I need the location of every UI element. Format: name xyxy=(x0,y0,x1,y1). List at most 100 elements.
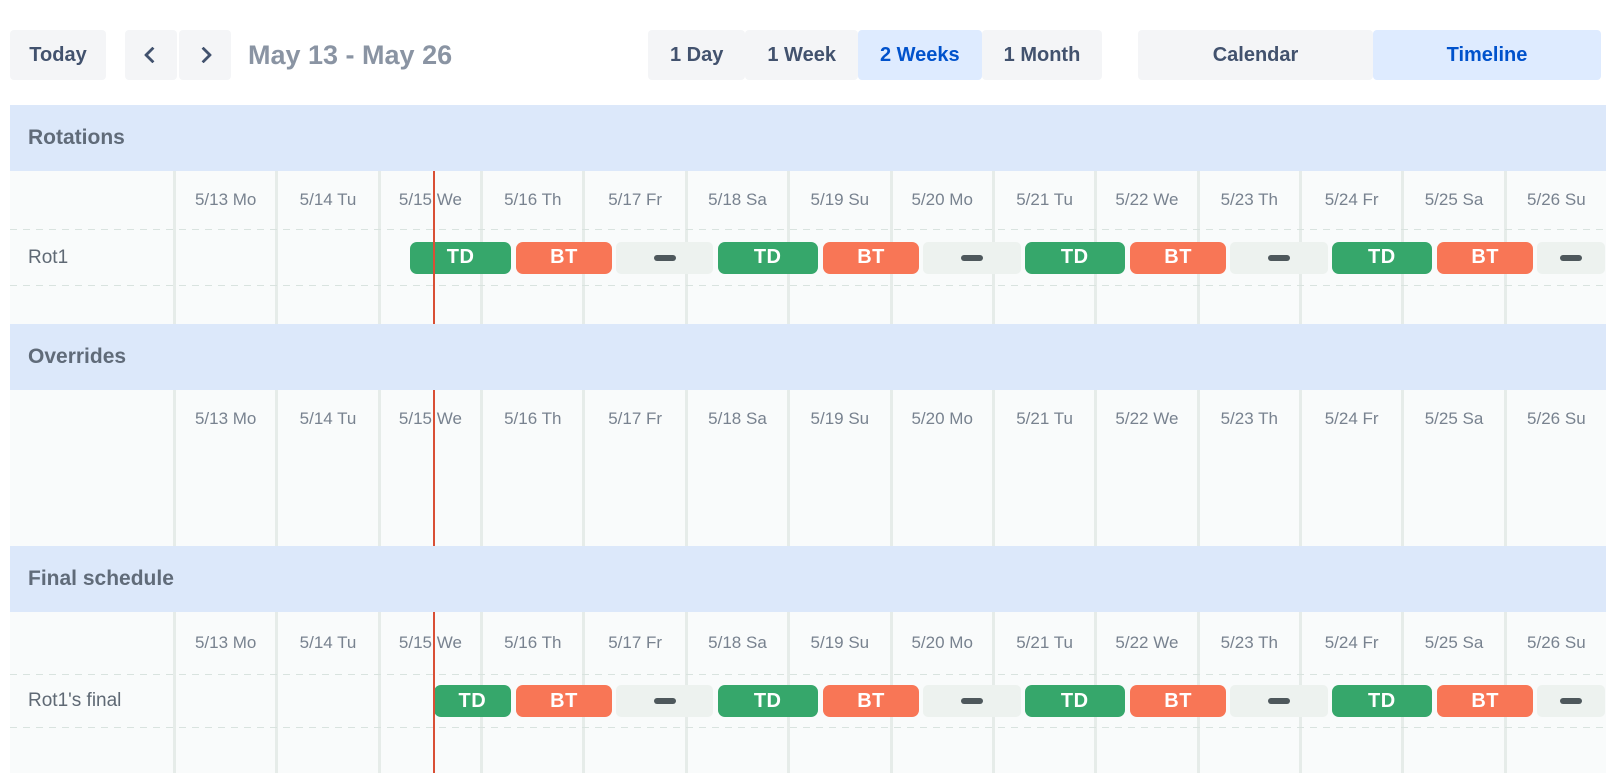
day-header-cell: 5/23 Th xyxy=(1196,390,1299,448)
range-option-1-week[interactable]: 1 Week xyxy=(745,30,858,80)
grid-cell xyxy=(173,674,275,728)
day-header-cell: 5/20 Mo xyxy=(889,612,992,674)
grid-cell xyxy=(480,286,582,324)
shift-bar-bt[interactable]: BT xyxy=(1437,685,1534,717)
empty-strip xyxy=(10,286,1606,324)
grid-cell xyxy=(582,728,684,773)
shift-bar-bt[interactable]: BT xyxy=(822,685,920,717)
shift-bar-bt[interactable]: BT xyxy=(1130,241,1227,274)
grid-cell xyxy=(1298,448,1401,546)
rotations-body: 5/13 Mo 5/14 Tu 5/15 We 5/16 Th 5/17 Fr 5/18 … xyxy=(10,171,1606,324)
day-header-cell: 5/16 Th xyxy=(480,171,582,229)
shift-bar-td[interactable]: TD xyxy=(717,241,818,274)
day-header-cell: 5/14 Tu xyxy=(275,612,377,674)
today-button[interactable]: Today xyxy=(10,30,106,80)
grid-cell xyxy=(1503,286,1606,324)
section-overrides: Overrides 5/13 Mo 5/14 Tu 5/15 We 5/16 Th 5/… xyxy=(10,324,1606,546)
grid-cell xyxy=(1298,728,1401,773)
shift-bar-td[interactable]: TD xyxy=(410,241,511,274)
row-label-spacer xyxy=(10,728,173,773)
day-header-cell: 5/21 Tu xyxy=(991,171,1094,229)
day-header-cell: 5/14 Tu xyxy=(275,390,377,448)
day-header-cell: 5/16 Th xyxy=(480,390,582,448)
day-header-cell: 5/25 Sa xyxy=(1401,390,1503,448)
grid-cell xyxy=(1298,286,1401,324)
section-rotations: Rotations 5/13 Mo 5/14 Tu 5/15 We 5/16 Th 5/… xyxy=(10,105,1606,324)
final-body: 5/13 Mo 5/14 Tu 5/15 We 5/16 Th 5/17 Fr 5/18 … xyxy=(10,612,1606,773)
gap-marker xyxy=(923,241,1021,274)
grid-cell xyxy=(582,448,684,546)
shift-bar-bt[interactable]: BT xyxy=(515,685,613,717)
gap-marker xyxy=(1537,685,1605,717)
shift-bar-bt[interactable]: BT xyxy=(1130,685,1227,717)
section-final-schedule: Final schedule 5/13 Mo 5/14 Tu 5/15 We 5/16… xyxy=(10,546,1606,773)
grid-cell xyxy=(377,674,480,728)
day-header-cell: 5/18 Sa xyxy=(684,390,787,448)
grid-cell xyxy=(991,286,1094,324)
day-header-cell: 5/22 We xyxy=(1094,612,1196,674)
day-header-cell: 5/23 Th xyxy=(1196,171,1299,229)
day-header-cell: 5/13 Mo xyxy=(173,612,275,674)
row-label-spacer xyxy=(10,390,173,448)
day-header-cell: 5/13 Mo xyxy=(173,171,275,229)
grid-cell xyxy=(1401,728,1503,773)
range-option-2-weeks[interactable]: 2 Weeks xyxy=(857,30,982,80)
grid-cell xyxy=(991,728,1094,773)
current-time-indicator xyxy=(432,390,435,546)
date-nav xyxy=(125,30,231,80)
current-time-indicator xyxy=(432,171,435,324)
section-header-final: Final schedule xyxy=(10,546,1606,612)
grid-cell xyxy=(1094,448,1196,546)
section-header-overrides: Overrides xyxy=(10,324,1606,390)
grid-cell xyxy=(173,448,275,546)
shift-bar-td[interactable]: TD xyxy=(1331,241,1432,274)
grid-cell xyxy=(377,229,480,286)
lane-label: Rot1 xyxy=(28,246,69,268)
shift-bar-td[interactable]: TD xyxy=(1331,685,1432,717)
day-header-cell: 5/26 Su xyxy=(1503,612,1606,674)
row-label-spacer xyxy=(10,171,173,229)
range-switcher: 1 Day 1 Week 2 Weeks 1 Month xyxy=(648,30,1103,80)
schedule-board: Rotations 5/13 Mo 5/14 Tu 5/15 We 5/16 Th 5/… xyxy=(10,105,1606,773)
day-header-cell: 5/19 Su xyxy=(787,390,889,448)
view-option-timeline[interactable]: Timeline xyxy=(1373,30,1601,80)
next-button[interactable] xyxy=(179,30,231,80)
grid-cell xyxy=(684,286,787,324)
day-header-cell: 5/18 Sa xyxy=(684,612,787,674)
range-option-1-month[interactable]: 1 Month xyxy=(981,30,1103,80)
view-option-calendar[interactable]: Calendar xyxy=(1138,30,1373,80)
grid-cell xyxy=(173,229,275,286)
prev-button[interactable] xyxy=(125,30,177,80)
grid-cell xyxy=(480,728,582,773)
row-label-spacer xyxy=(10,612,173,674)
day-header-cell: 5/19 Su xyxy=(787,171,889,229)
shift-bar-bt[interactable]: BT xyxy=(822,241,920,274)
chevron-left-icon xyxy=(143,46,161,64)
range-option-1-day[interactable]: 1 Day xyxy=(648,30,746,80)
section-title: Rotations xyxy=(28,126,125,149)
shift-bar-td[interactable]: TD xyxy=(1024,241,1125,274)
grid-cell xyxy=(684,728,787,773)
shift-bar-td[interactable]: TD xyxy=(717,685,818,717)
day-header-cell: 5/15 We xyxy=(377,390,480,448)
grid-cell xyxy=(1094,728,1196,773)
shift-bar-bt[interactable]: BT xyxy=(1437,241,1534,274)
day-header-cell: 5/14 Tu xyxy=(275,171,377,229)
shift-bar-td[interactable]: TD xyxy=(433,685,511,717)
day-header-cell: 5/13 Mo xyxy=(173,390,275,448)
shift-bar-bt[interactable]: BT xyxy=(515,241,613,274)
overrides-empty-area xyxy=(10,448,1606,546)
date-header-row: 5/13 Mo 5/14 Tu 5/15 We 5/16 Th 5/17 Fr 5/18 … xyxy=(10,612,1606,674)
grid-cell xyxy=(275,674,377,728)
grid-cell xyxy=(889,728,992,773)
grid-cell xyxy=(275,728,377,773)
day-header-cell: 5/21 Tu xyxy=(991,612,1094,674)
gap-marker xyxy=(616,685,714,717)
gap-marker xyxy=(616,241,714,274)
day-header-cell: 5/21 Tu xyxy=(991,390,1094,448)
section-title: Final schedule xyxy=(28,567,174,590)
grid-cell xyxy=(275,286,377,324)
shift-bar-td[interactable]: TD xyxy=(1024,685,1125,717)
day-header-cell: 5/26 Su xyxy=(1503,171,1606,229)
dash-icon xyxy=(653,698,676,704)
